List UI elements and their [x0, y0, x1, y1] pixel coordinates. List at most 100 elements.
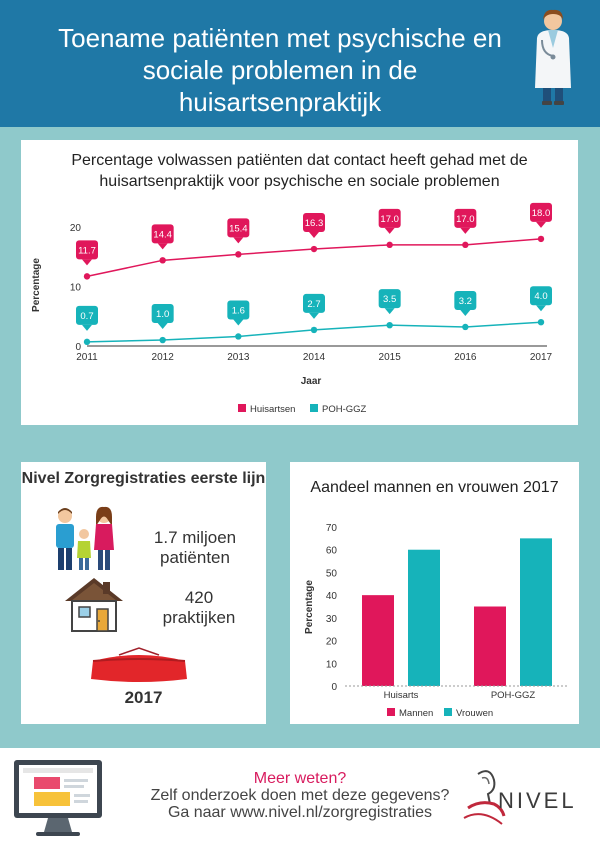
house-icon	[65, 578, 123, 632]
y-tick-label: 20	[326, 637, 338, 648]
data-label: 17.0	[380, 214, 399, 225]
data-label-pointer	[536, 221, 546, 228]
data-label: 16.3	[305, 218, 324, 229]
data-point	[386, 321, 393, 329]
data-label-bubble	[530, 286, 552, 306]
data-label-bubble	[76, 305, 98, 325]
bar-mannen	[474, 606, 506, 686]
y-tick-label: 0	[331, 682, 337, 693]
data-label-pointer	[460, 227, 471, 234]
x-tick-label: 2017	[530, 352, 553, 363]
data-label-pointer	[233, 237, 244, 244]
y-tick-label: 0	[75, 342, 81, 353]
data-label: 0.7	[80, 311, 93, 322]
bar-chart: 0 10 20 30 40 50 60 70 Percentage Huisarts POH-GGZ…	[304, 523, 569, 719]
data-label: 4.0	[534, 291, 547, 302]
bar-vrouwen	[520, 538, 552, 686]
bar-chart-card: Aandeel mannen en vrouwen 2017 0 10 20 30 40…	[290, 462, 579, 724]
data-label: 2.7	[307, 299, 320, 310]
y-axis-label: Percentage	[31, 258, 42, 312]
legend-swatch	[238, 404, 246, 412]
data-point	[83, 338, 91, 346]
data-label-bubble	[303, 293, 325, 313]
data-label-bubble	[378, 208, 401, 228]
practices-count: 420 praktijken	[162, 588, 236, 627]
footer-link[interactable]: Ga naar www.nivel.nl/zorgregistraties	[167, 804, 433, 821]
data-label-pointer	[82, 259, 92, 266]
data-point	[386, 241, 393, 249]
data-point	[462, 241, 469, 249]
line-chart: 0 10 20 2011 2012 2013 2014 2015 2016 2017 Percent…	[31, 202, 553, 415]
bar-mannen	[362, 595, 394, 686]
data-label-bubble	[454, 208, 477, 228]
registration-card: Nivel Zorgregistraties eerste lijn 1.7 m…	[21, 462, 266, 724]
data-label-pointer	[309, 312, 319, 319]
doctor-icon	[535, 9, 571, 105]
data-point	[83, 273, 91, 280]
footer: Meer weten? Zelf onderzoek doen met deze…	[0, 748, 600, 853]
data-label: 17.0	[456, 214, 475, 225]
data-point	[537, 235, 545, 243]
x-tick-label: 2012	[152, 352, 175, 363]
patients-count: 1.7 miljoen patiënten	[153, 528, 237, 567]
data-label-pointer	[157, 243, 168, 250]
legend-label: Huisartsen	[250, 404, 295, 415]
data-point	[310, 245, 318, 253]
legend-label: Mannen	[399, 708, 433, 719]
data-point	[537, 319, 545, 326]
family-icon	[56, 506, 114, 570]
footer-text: Meer weten? Zelf onderzoek doen met deze…	[110, 770, 490, 821]
bar-chart-title: Aandeel mannen en vrouwen 2017	[310, 479, 559, 496]
data-label: 14.4	[153, 229, 172, 240]
footer-research-prompt: Zelf onderzoek doen met deze gegevens?	[150, 787, 450, 804]
nivel-logo-icon	[463, 770, 506, 825]
data-label: 3.2	[459, 296, 472, 307]
data-label-bubble	[151, 224, 174, 244]
line-chart-card: Percentage volwassen patiënten dat conta…	[21, 140, 578, 425]
data-label-bubble	[454, 290, 477, 310]
data-point	[462, 323, 469, 331]
y-tick-label: 30	[326, 614, 338, 625]
y-tick-label: 60	[326, 546, 338, 557]
x-tick-label: 2014	[303, 352, 326, 363]
nivel-logo-text: NIVEL	[498, 788, 577, 813]
x-tick-label: POH-GGZ	[491, 690, 536, 701]
line-chart-title: Percentage volwassen patiënten dat conta…	[71, 152, 528, 190]
y-tick-label: 40	[326, 591, 338, 602]
data-label: 18.0	[532, 208, 551, 219]
legend-swatch	[444, 708, 452, 716]
y-tick-label: 10	[326, 659, 338, 670]
registration-year: 2017	[124, 688, 163, 707]
y-tick-label: 70	[326, 523, 338, 534]
y-tick-label: 10	[70, 283, 82, 294]
data-label-bubble	[227, 300, 250, 320]
legend-swatch	[310, 404, 318, 412]
x-tick-label: 2013	[227, 352, 250, 363]
x-tick-label: 2011	[76, 352, 98, 363]
data-label-pointer	[82, 324, 92, 331]
data-label-bubble	[227, 218, 250, 238]
table-icon	[91, 647, 187, 682]
footer-more-info: Meer weten?	[253, 770, 347, 787]
data-label-bubble	[76, 240, 98, 260]
data-label-bubble	[530, 202, 552, 222]
data-point	[235, 333, 242, 340]
x-tick-label: Huisarts	[384, 690, 419, 701]
data-label-pointer	[384, 308, 395, 315]
data-label-bubble	[151, 304, 174, 324]
y-tick-label: 50	[326, 568, 338, 579]
legend-swatch	[387, 708, 395, 716]
data-label-pointer	[384, 227, 395, 234]
data-label-bubble	[303, 213, 325, 233]
data-label: 1.6	[232, 305, 245, 316]
bar-vrouwen	[408, 549, 440, 686]
data-label-pointer	[309, 232, 319, 239]
y-axis-label: Percentage	[304, 580, 315, 634]
data-point	[235, 251, 242, 258]
series-line-1	[86, 238, 542, 278]
x-axis-label: Jaar	[301, 376, 322, 387]
data-label: 11.7	[78, 245, 96, 256]
page-title: Toename patiënten met psychische en soci…	[58, 23, 502, 117]
data-point	[159, 336, 166, 344]
x-tick-label: 2016	[454, 352, 477, 363]
